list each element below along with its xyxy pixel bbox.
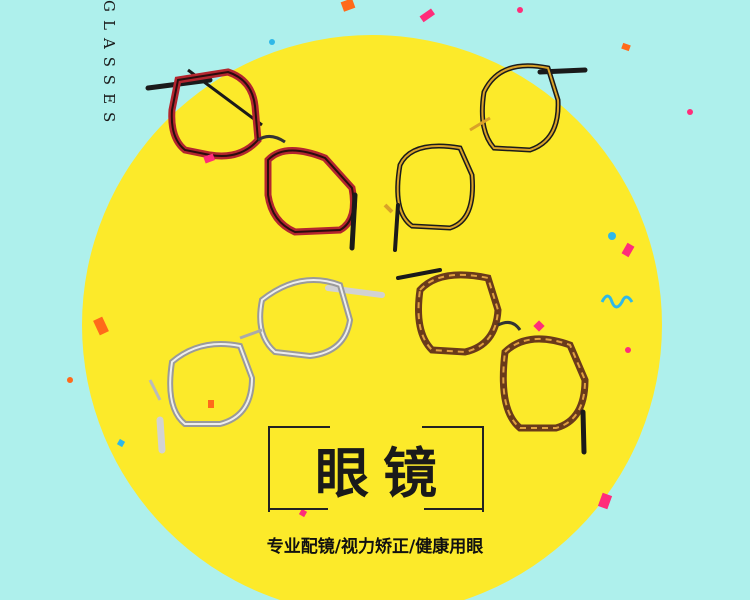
silver-frame-glasses: [148, 277, 385, 454]
tortoise-frame-glasses: [396, 268, 589, 455]
gold-frame-glasses: [383, 63, 588, 252]
frame-corner-bottom-right: [424, 508, 484, 510]
frame-corner-bottom-left: [268, 508, 328, 510]
title-frame: 眼镜: [268, 426, 484, 512]
frame-corner-top-left: [268, 426, 330, 512]
page-title: 眼镜: [315, 441, 451, 505]
red-frame-glasses: [145, 68, 358, 251]
side-word-glasses: GLASSES: [100, 0, 118, 131]
frame-corner-top-right: [422, 426, 484, 512]
yellow-circle: [82, 35, 662, 600]
subtitle: 专业配镜/视力矫正/健康用眼: [266, 537, 484, 557]
